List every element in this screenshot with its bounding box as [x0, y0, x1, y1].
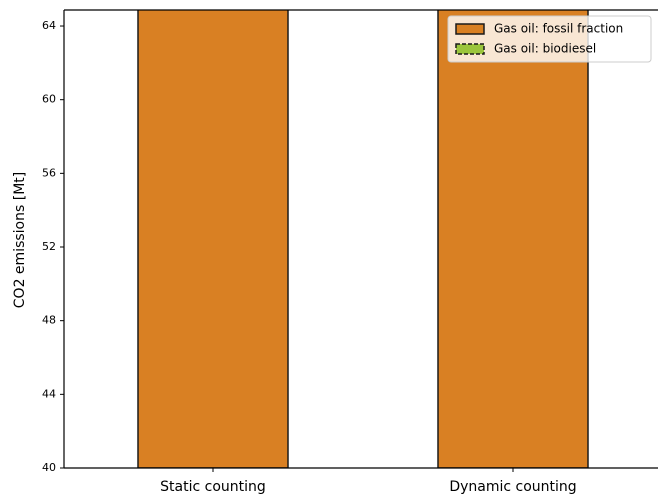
y-tick-label: 60 [42, 93, 56, 106]
y-axis-label: CO2 emissions [Mt] [12, 172, 28, 308]
legend-label: Gas oil: biodiesel [494, 42, 596, 56]
y-tick-label: 40 [42, 461, 56, 474]
legend-label: Gas oil: fossil fraction [494, 22, 623, 36]
x-tick-label: Dynamic counting [449, 479, 576, 495]
bar-segment [437, 10, 589, 468]
y-tick-label: 44 [42, 387, 56, 400]
x-tick-label: Static counting [160, 479, 266, 495]
legend-swatch [455, 23, 485, 35]
legend-swatch [455, 43, 485, 55]
legend-box [447, 15, 652, 63]
bar-segment [137, 10, 289, 468]
y-tick-label: 48 [42, 314, 56, 327]
y-tick-label: 52 [42, 240, 56, 253]
y-tick-label: 56 [42, 166, 56, 179]
plot-area [137, 10, 589, 468]
y-tick-label: 64 [42, 19, 56, 32]
